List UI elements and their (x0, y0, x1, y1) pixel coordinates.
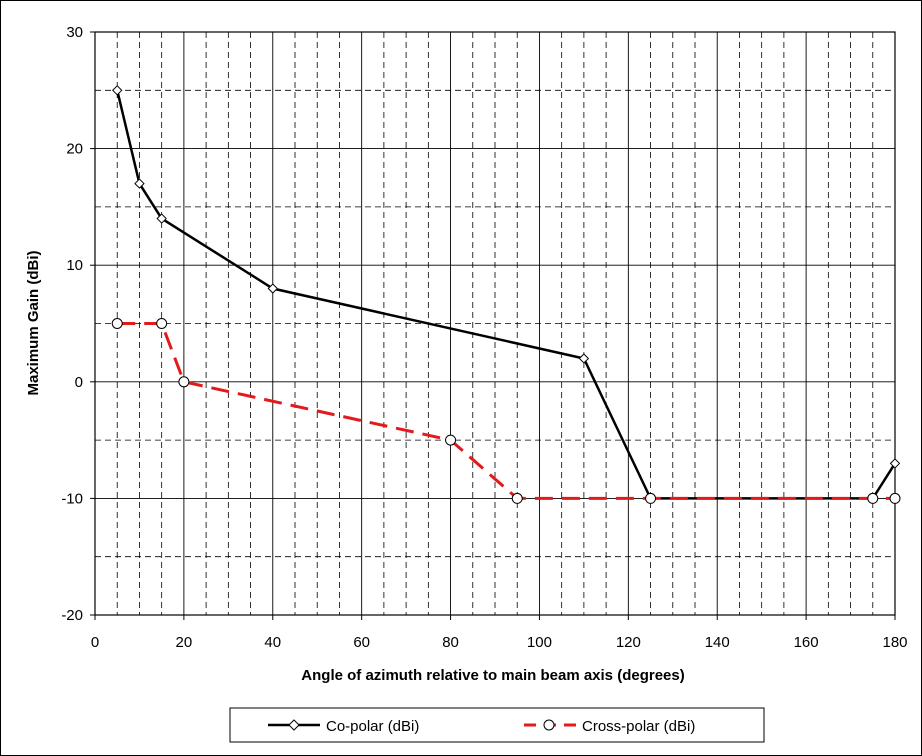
data-point-circle (445, 434, 457, 446)
data-point-diamond (112, 85, 123, 96)
y-tick-label: 30 (66, 24, 83, 41)
data-point-diamond (134, 178, 145, 189)
x-tick-label: 100 (527, 634, 552, 651)
legend-circle-marker (543, 719, 555, 731)
data-point-circle (178, 376, 190, 388)
data-point-circle (111, 318, 123, 329)
x-axis-title: Angle of azimuth relative to main beam a… (301, 667, 684, 684)
data-point-diamond (889, 458, 901, 469)
data-point-diamond (578, 353, 590, 364)
x-tick-label: 180 (882, 634, 907, 651)
legend-item-co-polar: Co-polar (dBi) (268, 718, 419, 735)
data-point-circle (645, 492, 657, 504)
y-tick-label: 0 (75, 374, 83, 391)
x-tick-label: 160 (794, 634, 819, 651)
data-point-circle (156, 318, 168, 329)
legend: Co-polar (dBi) Cross-polar (dBi) (229, 707, 765, 743)
data-point-diamond (156, 213, 167, 224)
legend-item-cross-polar: Cross-polar (dBi) (524, 718, 695, 735)
y-axis-title: Maximum Gain (dBi) (25, 250, 42, 395)
x-tick-label: 120 (616, 634, 641, 651)
y-tick-label: -10 (61, 490, 83, 507)
y-tick-label: 20 (66, 141, 83, 158)
x-tick-label: 20 (176, 634, 193, 651)
legend-label-cross-polar: Cross-polar (dBi) (582, 718, 695, 735)
y-tick-label: -20 (61, 607, 83, 624)
series-layer (111, 85, 901, 504)
y-tick-label: 10 (66, 257, 83, 274)
x-tick-label: 40 (264, 634, 281, 651)
plot-area-border (94, 31, 896, 616)
data-point-circle (511, 492, 523, 504)
series-line (116, 90, 897, 500)
x-axis-ticks: 0 20 40 60 80 100 120 140 160 180 (91, 615, 908, 651)
series-cross-polar (111, 318, 901, 504)
legend-label-co-polar: Co-polar (dBi) (326, 718, 419, 735)
x-tick-label: 140 (705, 634, 730, 651)
x-tick-label: 0 (91, 634, 99, 651)
y-axis-ticks: -20 -10 0 10 20 30 (61, 24, 95, 624)
x-tick-label: 60 (353, 634, 370, 651)
legend-diamond-marker (288, 719, 300, 731)
data-point-circle (889, 492, 901, 504)
x-tick-label: 80 (442, 634, 459, 651)
minor-grid (95, 32, 895, 615)
data-point-circle (867, 492, 879, 504)
data-point-diamond (267, 283, 278, 294)
series-line (117, 322, 895, 500)
